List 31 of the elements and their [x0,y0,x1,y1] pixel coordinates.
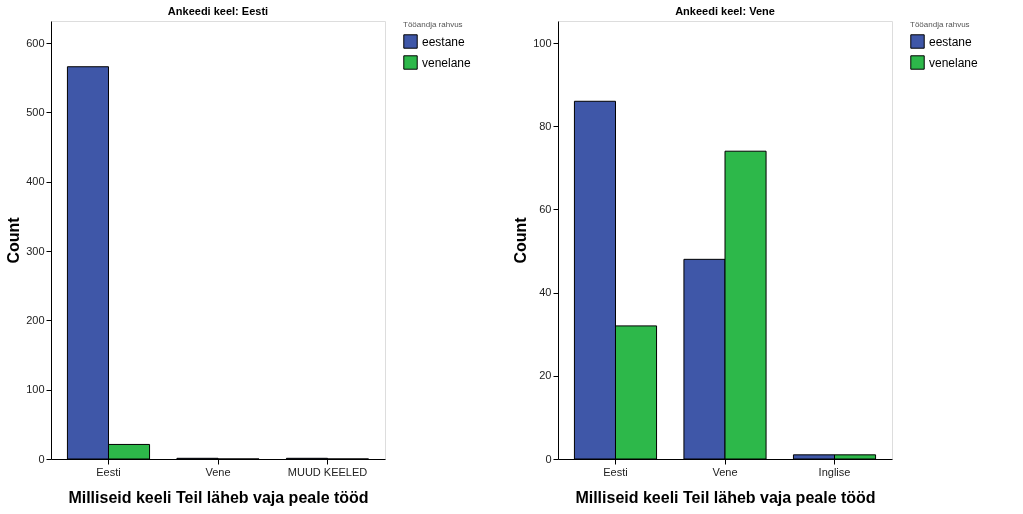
legend-title: Tööandja rahvus [403,20,463,29]
legend-label: eestane [929,34,973,49]
x-tick-label: MUUD KEELED [287,465,368,478]
y-tick-label: 0 [38,452,45,465]
x-axis-title: Milliseid keeli Teil läheb vaja peale tööd [575,488,876,506]
x-tick-label: Eesti [603,465,628,478]
y-tick-label: 300 [26,244,45,257]
y-tick-label: 200 [26,313,45,326]
y-axis-title: Count [512,216,530,264]
y-tick-label: 0 [545,452,552,465]
legend-label: venelane [929,55,979,70]
legend-label: venelane [422,55,472,70]
y-tick-label: 40 [539,286,552,299]
x-axis-title: Milliseid keeli Teil läheb vaja peale tööd [68,488,369,506]
y-tick-label: 100 [533,36,552,49]
chart-title: Ankeedi keel: Vene [675,5,775,17]
y-tick-label: 100 [26,383,45,396]
x-tick-label: Vene [205,465,231,478]
chart-title: Ankeedi keel: Eesti [167,5,269,17]
y-tick-label: 400 [26,175,45,188]
y-tick-label: 600 [26,36,45,49]
x-tick-label: Inglise [818,465,851,478]
y-tick-label: 500 [26,105,45,118]
legend-label: eestane [422,34,466,49]
y-tick-label: 60 [539,202,552,215]
x-tick-label: Vene [712,465,738,478]
y-tick-label: 80 [539,119,552,132]
y-axis-title: Count [5,216,23,264]
legend-title: Tööandja rahvus [910,20,970,29]
y-tick-label: 20 [539,369,552,382]
x-tick-label: Eesti [96,465,121,478]
